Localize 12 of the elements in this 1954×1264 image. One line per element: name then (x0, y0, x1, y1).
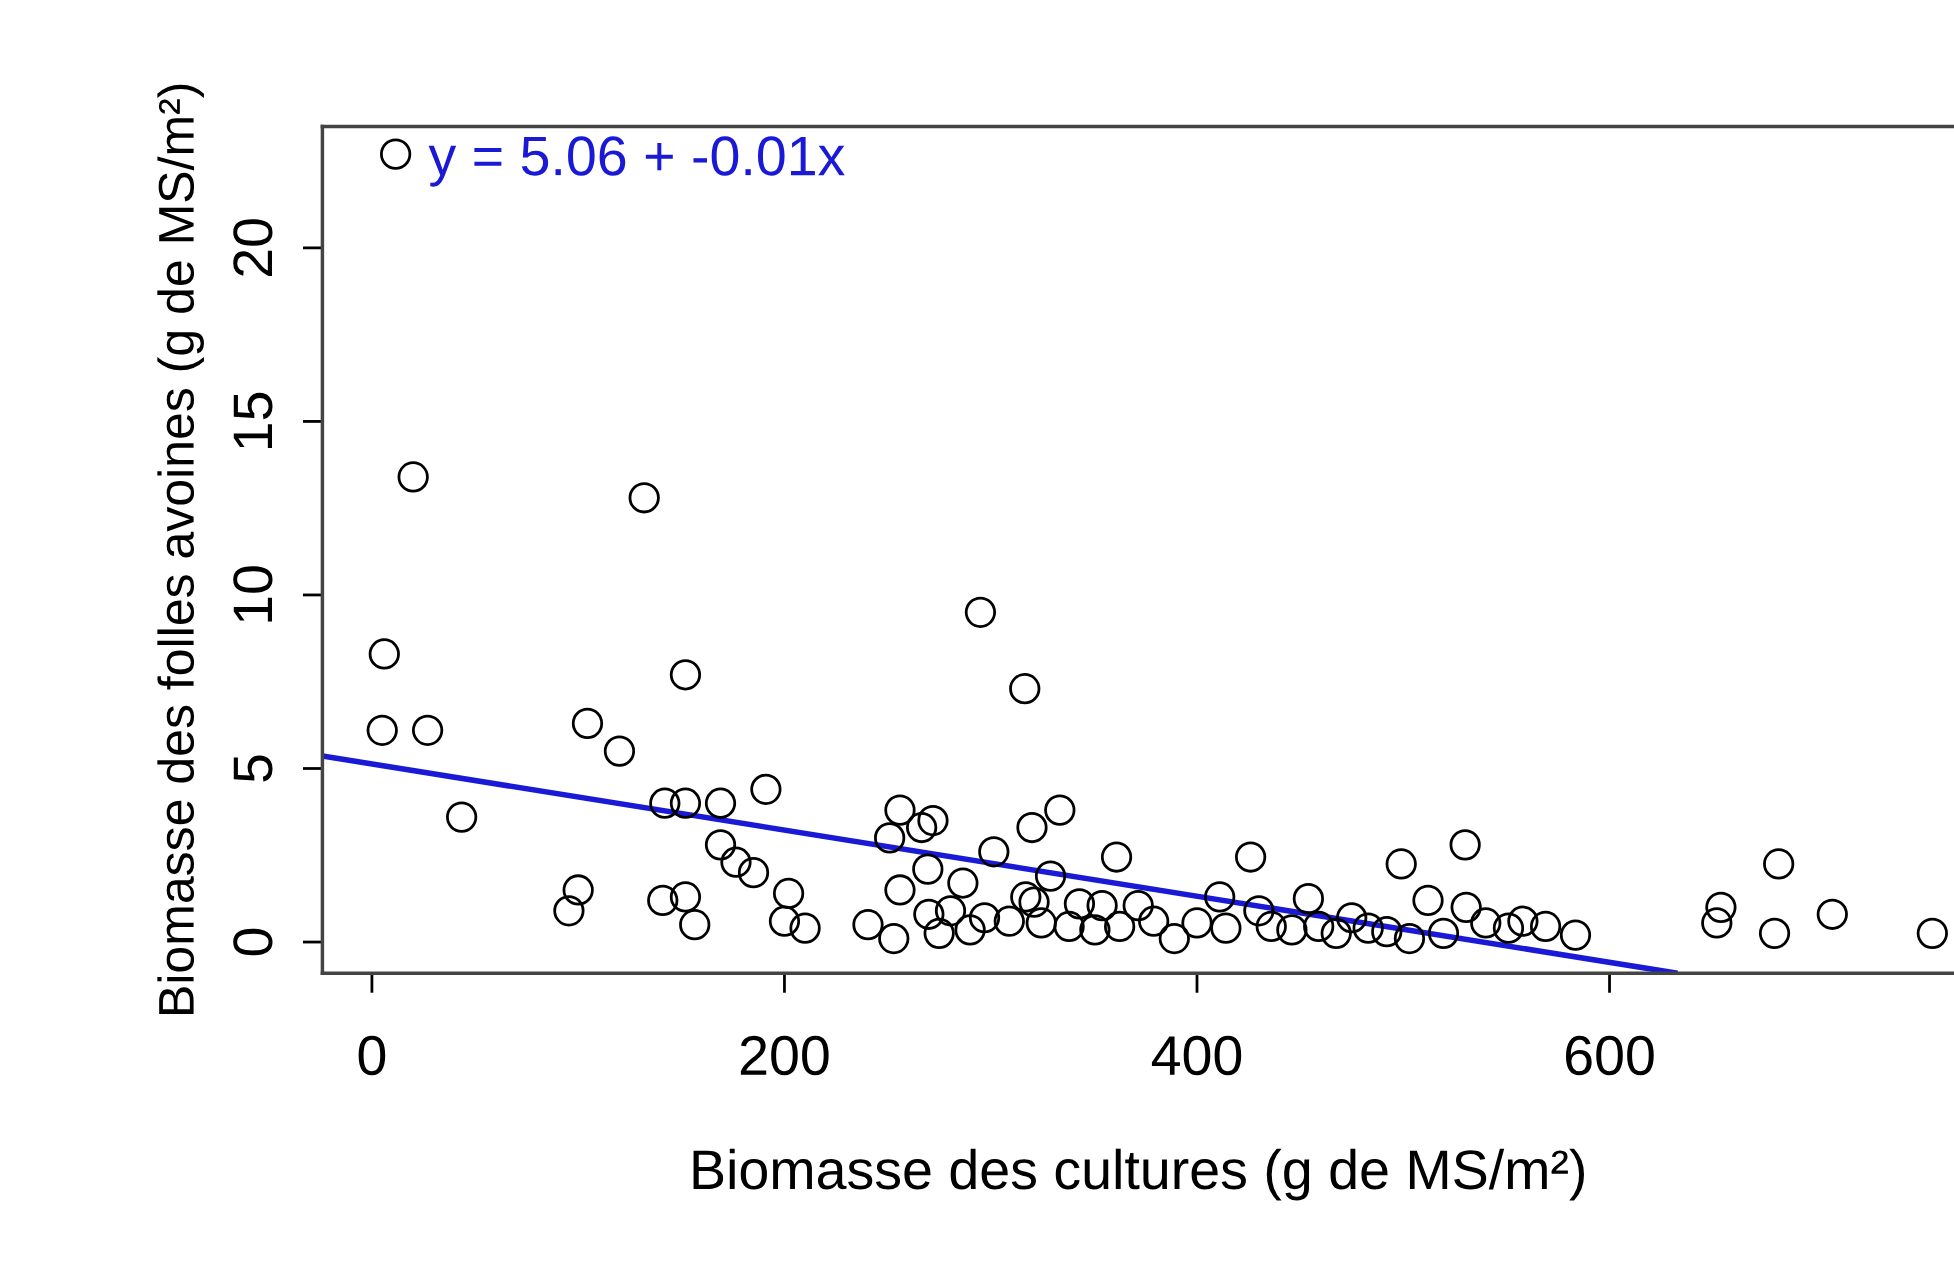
y-tick-label: 5 (233, 755, 273, 782)
y-tick-label: 0 (233, 928, 273, 956)
x-tick-label: 200 (740, 1035, 829, 1076)
x-tick-label: 400 (1151, 1035, 1242, 1076)
annotation: y = 5.06 + -0.01x (428, 136, 845, 187)
x-axis-title: Biomasse des cultures (g de MS/m²) (693, 1148, 1584, 1201)
y-tick-label: 20 (233, 219, 273, 276)
y-axis-title: Biomasse des folles avoines (g de MS/m²) (157, 84, 204, 1014)
x-tick-label: 600 (1566, 1035, 1654, 1076)
y-tick-label: 15 (233, 392, 273, 449)
y-tick-label: 10 (233, 566, 273, 622)
x-tick-label: 0 (358, 1035, 386, 1076)
